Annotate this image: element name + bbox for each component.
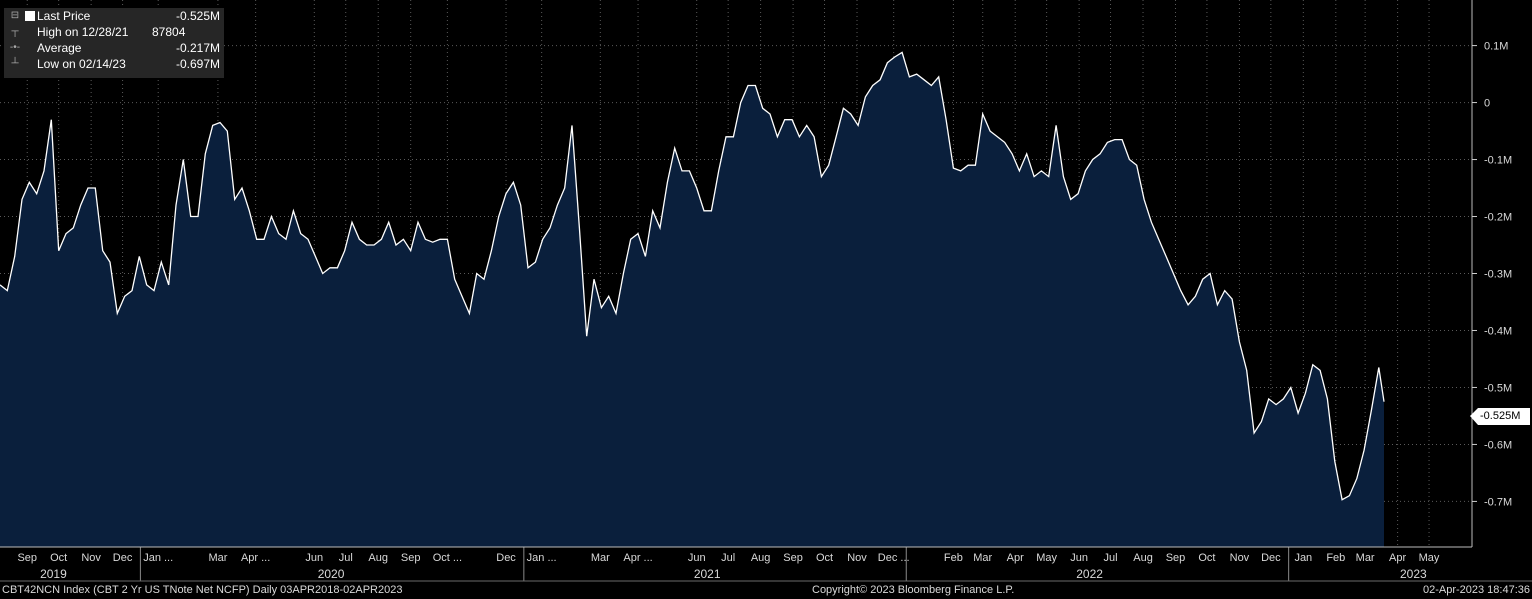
footer-timestamp: 02-Apr-2023 18:47:36	[1422, 584, 1530, 596]
x-month-label: Mar	[208, 552, 227, 564]
axes	[0, 0, 1532, 582]
x-month-label: Jun	[305, 552, 323, 564]
footer-ticker: CBT42NCN Index (CBT 2 Yr US TNote Net NC…	[2, 584, 403, 596]
y-tick-label: -0.7M	[1484, 496, 1512, 508]
y-tick-label: -0.2M	[1484, 212, 1512, 224]
x-month-label: Jan	[1294, 552, 1312, 564]
x-month-label: Nov	[847, 552, 867, 564]
last-price-badge: -0.525M	[1470, 408, 1530, 425]
x-month-label: Dec	[1261, 552, 1281, 564]
y-tick-label: -0.3M	[1484, 269, 1512, 281]
series-line	[0, 51, 1385, 501]
x-month-label: Apr ...	[623, 552, 652, 564]
legend-avg-label: Average	[37, 41, 82, 55]
x-month-label: Sep	[1166, 552, 1186, 564]
legend-low-value: -0.697M	[175, 57, 220, 71]
x-year-label: 2020	[318, 567, 345, 581]
x-axis-ticks: Sep Oct Nov Dec Jan ... Mar Apr ... Jun Jul Aug Se…	[17, 552, 1439, 581]
x-month-label: Jul	[1104, 552, 1118, 564]
x-month-label: Sep	[401, 552, 421, 564]
x-year-label: 2022	[1076, 567, 1103, 581]
x-month-label: Jan ...	[527, 552, 557, 564]
x-month-label: Mar	[591, 552, 610, 564]
x-year-label: 2023	[1400, 567, 1427, 581]
legend-average: -•- Average -0.217M	[4, 40, 224, 56]
x-month-label: Apr ...	[241, 552, 270, 564]
legend-high: ┬ High on 12/28/21 87804	[4, 24, 224, 40]
x-month-label: Aug	[368, 552, 388, 564]
series-area	[0, 52, 1384, 548]
x-month-label: Feb	[1326, 552, 1345, 564]
x-year-label: 2021	[694, 567, 721, 581]
x-month-label: Apr	[1389, 552, 1406, 564]
x-month-label: Jun	[1070, 552, 1088, 564]
y-tick-label: -0.6M	[1484, 439, 1512, 451]
x-month-label: Dec ...	[878, 552, 910, 564]
y-tick-label: -0.4M	[1484, 325, 1512, 337]
x-month-label: Nov	[1230, 552, 1250, 564]
y-tick-label: 0	[1484, 98, 1490, 110]
chart-legend: ⊟ Last Price -0.525M ┬ High on 12/28/21 …	[4, 8, 224, 78]
x-month-label: Nov	[81, 552, 101, 564]
x-month-label: Mar	[1356, 552, 1375, 564]
x-month-label: Sep	[783, 552, 803, 564]
x-month-label: Jun	[688, 552, 706, 564]
x-month-label: Dec	[496, 552, 516, 564]
x-month-label: Apr	[1007, 552, 1024, 564]
x-month-label: Jul	[721, 552, 735, 564]
x-month-label: Mar	[973, 552, 992, 564]
x-month-label: Oct	[816, 552, 833, 564]
average-marker-icon: -•-	[9, 42, 21, 53]
y-tick-label: 0.1M	[1484, 41, 1508, 53]
legend-avg-value: -0.217M	[175, 41, 220, 55]
x-month-label: Aug	[751, 552, 771, 564]
y-tick-label: -0.1M	[1484, 155, 1512, 167]
x-year-label: 2019	[40, 567, 67, 581]
legend-last-price: ⊟ Last Price -0.525M	[4, 8, 224, 24]
x-month-label: Oct	[50, 552, 67, 564]
collapse-icon[interactable]: ⊟	[10, 10, 20, 21]
low-marker-icon: ┴	[11, 58, 19, 69]
legend-high-value: 87804	[152, 25, 186, 39]
footer: CBT42NCN Index (CBT 2 Yr US TNote Net NC…	[0, 583, 1532, 599]
x-month-label: Oct	[1198, 552, 1215, 564]
last-price-swatch-icon	[25, 11, 35, 21]
y-tick-label: -0.5M	[1484, 382, 1512, 394]
x-month-label: May	[1419, 552, 1440, 564]
x-month-label: Aug	[1133, 552, 1153, 564]
legend-low: ┴ Low on 02/14/23 -0.697M	[4, 56, 224, 72]
high-marker-icon: ┬	[11, 26, 19, 37]
x-month-label: Dec	[113, 552, 133, 564]
x-month-label: May	[1036, 552, 1057, 564]
legend-last-label: Last Price	[37, 9, 91, 23]
x-month-label: Feb	[944, 552, 963, 564]
x-month-label: Oct ...	[433, 552, 462, 564]
x-month-label: Jul	[339, 552, 353, 564]
legend-last-value: -0.525M	[175, 9, 220, 23]
y-axis-ticks: 0.1M 0 -0.1M -0.2M -0.3M -0.4M -0.5M -0.6M -0.7M	[1472, 41, 1512, 508]
footer-copyright: Copyright© 2023 Bloomberg Finance L.P.	[812, 584, 1015, 596]
x-month-label: Sep	[17, 552, 37, 564]
legend-low-label: Low on 02/14/23	[37, 57, 126, 71]
legend-high-label: High on 12/28/21	[37, 25, 129, 39]
x-month-label: Jan ...	[143, 552, 173, 564]
